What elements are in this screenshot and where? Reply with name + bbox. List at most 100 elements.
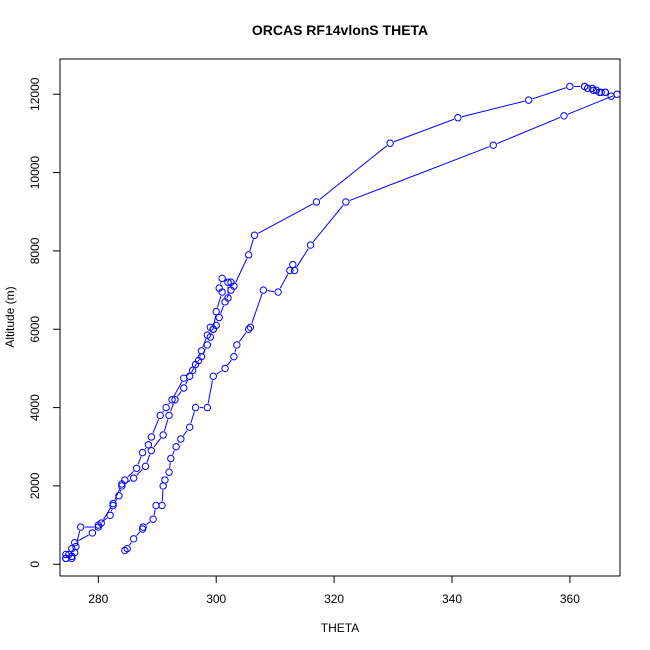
data-point [224, 278, 232, 286]
series-3 [62, 274, 235, 563]
series-segment [226, 293, 230, 299]
series-segment [219, 282, 222, 285]
data-point [152, 501, 160, 510]
series-segment [137, 456, 142, 465]
series-segment [169, 462, 171, 469]
series-layer [62, 82, 621, 563]
series-segment [110, 509, 113, 512]
data-point [147, 433, 156, 441]
data-point [123, 544, 131, 553]
series-segment [190, 411, 195, 424]
series-segment [238, 332, 247, 342]
y-tick-label: 6000 [28, 316, 42, 343]
series-segment [185, 379, 189, 385]
data-point [607, 92, 615, 100]
series-segment [129, 542, 132, 546]
data-point [129, 535, 138, 543]
y-tick-label: 4000 [28, 394, 42, 421]
y-tick-label: 10000 [28, 156, 42, 190]
data-point [129, 474, 138, 482]
data-point [233, 341, 241, 349]
data-point [121, 546, 129, 555]
series-segment [172, 450, 175, 455]
data-point [141, 462, 150, 471]
data-point [68, 544, 76, 553]
data-point [221, 364, 229, 373]
data-point [227, 286, 235, 294]
data-point [94, 521, 103, 529]
data-point [454, 114, 462, 122]
series-segment [234, 348, 237, 353]
y-axis-label: Altitude (m) [3, 286, 17, 347]
series-segment [257, 203, 313, 234]
data-point [209, 372, 217, 380]
data-point [138, 448, 147, 457]
data-point [227, 278, 235, 286]
series-segment [146, 454, 151, 463]
series-segment [267, 290, 275, 292]
data-point [212, 321, 220, 330]
series-segment [78, 534, 89, 542]
series-segment [114, 487, 121, 500]
data-point [177, 435, 185, 443]
series-segment [136, 468, 143, 476]
x-tick-label: 360 [560, 592, 580, 606]
data-point [601, 88, 609, 96]
series-1 [121, 82, 621, 555]
series-segment [94, 528, 97, 530]
series-2 [62, 82, 609, 563]
series-segment [249, 239, 254, 251]
data-point [172, 443, 180, 451]
series-segment [162, 410, 164, 413]
series-segment [207, 380, 213, 404]
data-point [588, 84, 596, 93]
y-tick-label: 2000 [28, 472, 42, 499]
series-segment [235, 258, 248, 283]
series-segment [170, 403, 174, 412]
series-segment [296, 248, 309, 268]
series-segment [349, 146, 490, 201]
data-point [121, 476, 129, 484]
data-point [386, 139, 394, 147]
series-segment [114, 499, 118, 503]
series-segment [177, 391, 182, 397]
data-point [206, 333, 215, 341]
data-point [250, 231, 259, 239]
data-point [524, 96, 533, 104]
series-segment [251, 293, 263, 324]
plot-frame [59, 58, 621, 577]
data-point [159, 431, 167, 439]
series-segment [182, 430, 188, 436]
data-point [139, 523, 147, 531]
x-axis: 280 300 320 340 360 [88, 575, 580, 606]
data-point [230, 352, 238, 361]
data-point [72, 542, 80, 551]
data-point [162, 403, 170, 412]
x-axis-label: THETA [321, 621, 359, 635]
series-segment [153, 509, 156, 516]
data-point [489, 141, 497, 149]
series-segment [144, 447, 147, 450]
data-point [560, 112, 568, 120]
data-point [306, 241, 315, 249]
series-segment [197, 359, 200, 362]
y-tick-label: 0 [28, 561, 42, 568]
data-point [197, 352, 206, 361]
data-point [274, 288, 282, 296]
series-segment [227, 359, 232, 366]
x-tick-label: 340 [442, 592, 462, 606]
data-point [109, 501, 117, 510]
y-axis: 0 2000 4000 6000 8000 10000 12000 [28, 77, 61, 568]
x-tick-label: 280 [88, 592, 108, 606]
data-point [188, 366, 197, 375]
series-segment [127, 470, 135, 478]
series-segment [319, 145, 388, 200]
data-point [286, 266, 294, 275]
series-segment [216, 295, 222, 308]
data-point [88, 529, 97, 537]
data-point [106, 511, 114, 519]
series-segment [194, 363, 197, 368]
data-point [215, 313, 223, 322]
data-point [71, 539, 79, 547]
data-point [244, 325, 253, 333]
